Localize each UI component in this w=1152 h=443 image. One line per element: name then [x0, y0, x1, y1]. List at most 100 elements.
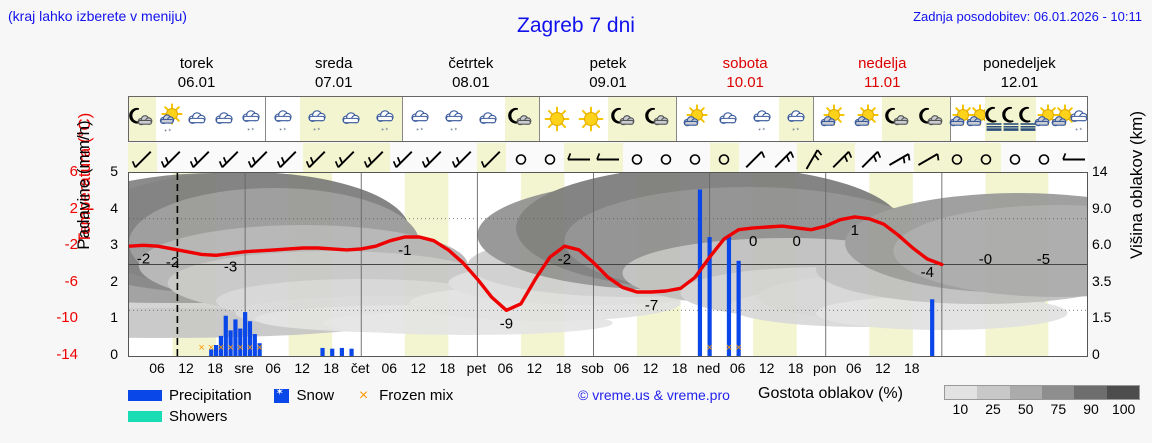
precipitation-bar	[218, 335, 224, 356]
wind-barb	[215, 143, 244, 172]
day-date: 07.01	[314, 74, 353, 91]
x-tick-label: 06	[381, 360, 398, 376]
day-name: nedelja	[858, 55, 907, 72]
x-tick-label: 12	[526, 360, 543, 376]
wind-barb	[157, 143, 186, 172]
svg-text:✶: ✶	[247, 127, 251, 133]
icon-day-group: ✶ ✶ ✶ ✶	[129, 97, 266, 141]
cloud-cover-step	[945, 386, 978, 399]
precipitation-bar	[257, 343, 262, 356]
x-axis-tick-group: 06 12 18 sre 06 12 18 čet 06 12 18 pet 06 12 18 sob 06 12…	[128, 360, 1088, 380]
wind-barb	[797, 143, 827, 172]
temperature-value-label: -5	[1037, 251, 1050, 268]
x-tick-label: sob	[581, 360, 604, 376]
cloud-cover-step	[1074, 386, 1107, 399]
copyright-link[interactable]: © vreme.us & vreme.pro	[578, 387, 730, 403]
x-tick-label: 12	[178, 360, 194, 376]
svg-text:✶: ✶	[168, 127, 172, 133]
location-hint: (kraj lahko izberete v meniju)	[8, 8, 187, 24]
weather-icon-moon-cloud	[505, 97, 539, 141]
wind-barb	[477, 143, 507, 172]
icon-day-group: ✶ ✶ ✶ ✶	[403, 97, 540, 141]
day-date: 11.01	[864, 74, 901, 91]
precipitation-legend: Precipitation Snow × Frozen mix Showers	[128, 385, 548, 427]
svg-text:✶: ✶	[450, 127, 454, 133]
x-tick-label: 06	[729, 360, 746, 376]
day-date: 08.01	[452, 74, 490, 91]
legend-snow: Snow	[273, 387, 335, 404]
weather-icon-sun	[540, 97, 574, 141]
x-tick-label: ned	[696, 360, 721, 376]
temperature-value-label: 1	[851, 222, 859, 239]
weather-icon-moon-cloud	[916, 97, 950, 141]
day-header-row: torek 06.01 sreda 07.01 četrtek 08.01 petek 09.…	[128, 54, 1088, 94]
x-tick-label: 06	[265, 360, 281, 376]
day-date: 06.01	[177, 74, 216, 91]
icon-day-group: ✶ ✶ ✶ ✶ ✶ ✶	[266, 97, 403, 141]
frozen-mix-marker: ×	[706, 342, 712, 354]
cloud-cover-step	[1106, 386, 1139, 399]
temperature-value-label: -0	[979, 251, 992, 268]
temp-tick-label: -10	[56, 309, 78, 327]
weather-icon-moon-cloud	[642, 97, 676, 141]
temperature-value-label: -4	[921, 264, 934, 281]
legend-frozen-mix: × Frozen mix	[356, 387, 453, 404]
wind-barb	[1030, 143, 1059, 172]
legend-row-2: Showers	[128, 406, 548, 427]
svg-text:✶: ✶	[1079, 126, 1083, 132]
day-column-nedelja: nedelja 11.01	[814, 54, 951, 94]
weather-icon-cloud-snow: ✶ ✶	[266, 97, 300, 141]
svg-text:✶: ✶	[454, 126, 458, 132]
precip-tick-label: 4	[110, 199, 118, 216]
page-title: Zagreb 7 dni	[517, 14, 635, 37]
cloud-cover-step	[1041, 386, 1075, 399]
precip-tick-label: 3	[110, 236, 118, 253]
x-tick-label: 06	[845, 360, 862, 376]
cloud-cover-step-label: 90	[1083, 401, 1099, 417]
wind-barb	[826, 143, 856, 172]
cloud-tick-label: 14	[1092, 163, 1108, 179]
weather-icon-cloud	[334, 97, 368, 141]
wind-barb	[739, 143, 768, 172]
day-name: sreda	[314, 55, 353, 72]
day-name: ponedeljek	[983, 55, 1056, 72]
day-column-torek: torek 06.01	[128, 54, 265, 94]
weather-icon-cloud-snow: ✶ ✶	[300, 97, 334, 141]
temperature-value-label: -2	[558, 251, 571, 268]
weather-icon-cloud	[183, 97, 210, 141]
wind-barb	[855, 143, 884, 172]
temperature-value-label: 0	[749, 233, 757, 250]
weather-icon-moon-cloud	[608, 97, 642, 141]
weather-icon-sun-cloud	[1051, 97, 1076, 141]
svg-text:✶: ✶	[758, 127, 762, 133]
precipitation-bar	[238, 328, 243, 356]
day-date: 09.01	[589, 74, 627, 91]
cloud-tick-label: 9.0	[1092, 199, 1112, 216]
svg-text:✶: ✶	[796, 126, 800, 132]
precip-tick-label: 1	[110, 309, 118, 326]
legend-precipitation-label: Precipitation	[169, 387, 252, 404]
weather-icon-moon-cloud	[129, 97, 157, 141]
precip-tick-label: 2	[110, 272, 118, 289]
frozen-mix-marker: ×	[735, 342, 741, 354]
temperature-value-label: -9	[500, 315, 513, 332]
svg-text:✶: ✶	[251, 126, 255, 132]
cloud-cover-step-label: 25	[985, 401, 1001, 417]
svg-text:✶: ✶	[317, 126, 321, 132]
frozen-mix-marker: ×	[218, 342, 224, 354]
x-tick-label: 18	[671, 360, 688, 376]
x-tick-label: 06	[613, 360, 630, 376]
snow-swatch-icon	[273, 387, 289, 403]
precipitation-bar	[209, 349, 214, 356]
weather-icon-sun-cloud	[848, 97, 882, 141]
temperature-value-label: 0	[793, 233, 801, 250]
legend-snow-label: Snow	[296, 387, 335, 404]
frozen-mix-marker: ×	[227, 342, 233, 354]
cloud-tick-label: 3.5	[1092, 272, 1112, 289]
wind-barb	[360, 143, 390, 172]
wind-barb-band	[128, 143, 1088, 172]
day-name: četrtek	[448, 55, 494, 72]
frozen-mix-marker: ×	[198, 342, 204, 354]
cloud-cover-colorbar	[944, 385, 1140, 400]
weather-icon-sun-cloud-snow: ✶ ✶	[156, 97, 183, 141]
